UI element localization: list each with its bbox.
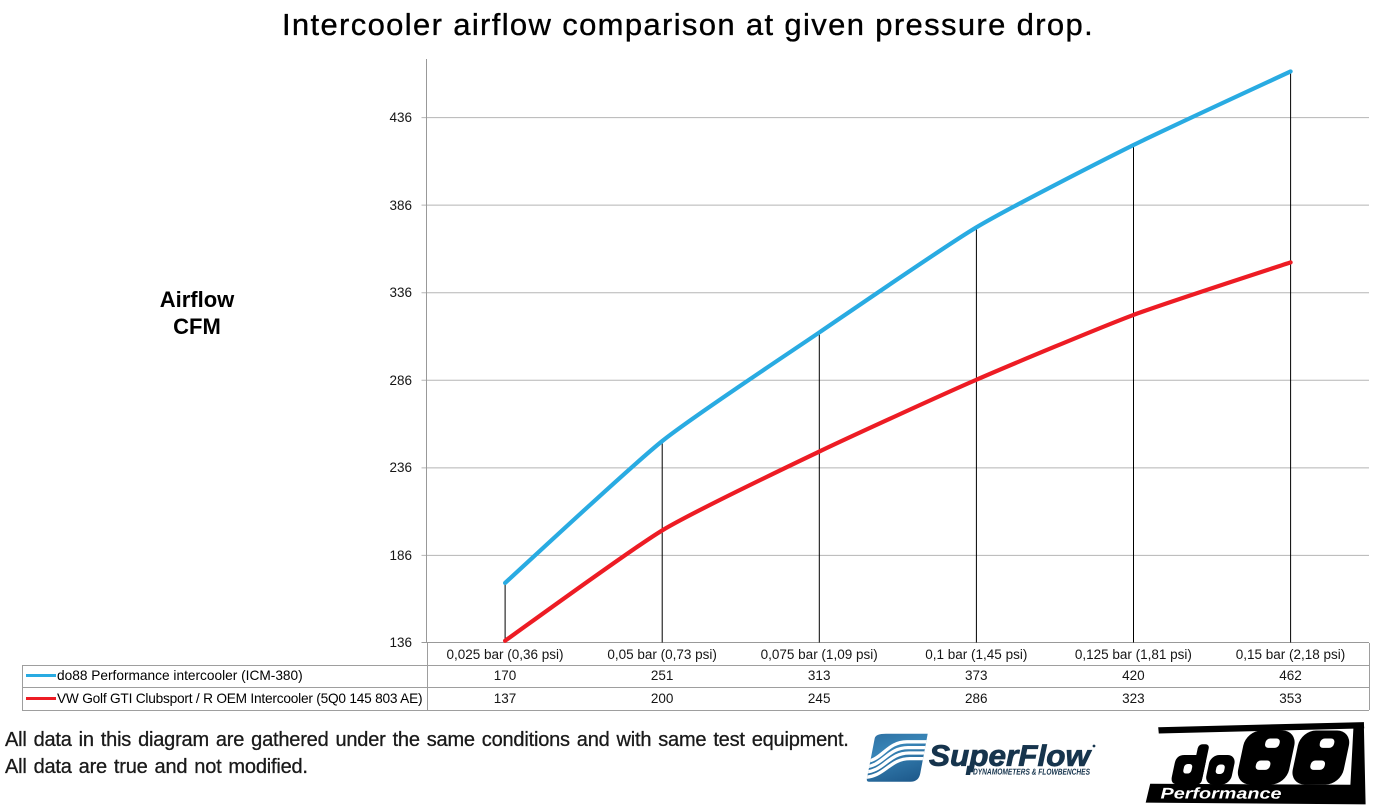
svg-text:Performance: Performance <box>1160 785 1282 802</box>
svg-text:SuperFlow: SuperFlow <box>929 740 1092 773</box>
svg-text:DYNAMOMETERS & FLOWBENCHES: DYNAMOMETERS & FLOWBENCHES <box>973 767 1090 777</box>
